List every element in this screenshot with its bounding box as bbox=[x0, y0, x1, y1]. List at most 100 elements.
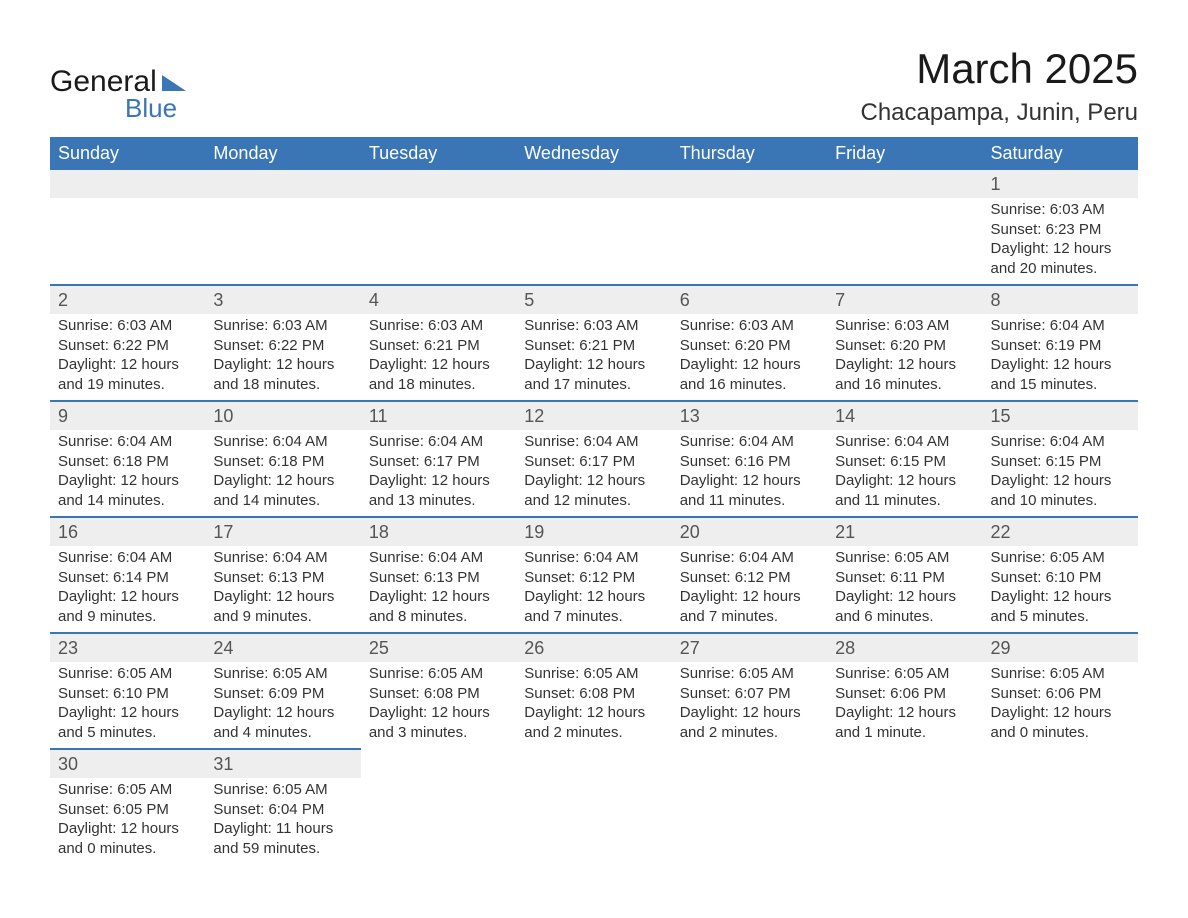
day-number-cell: 29 bbox=[983, 633, 1138, 662]
day-number-cell: 22 bbox=[983, 517, 1138, 546]
sunset-text: Sunset: 6:17 PM bbox=[369, 452, 508, 472]
day-number: 17 bbox=[205, 518, 360, 546]
sunset-text: Sunset: 6:10 PM bbox=[58, 684, 197, 704]
day-info: Sunrise: 6:03 AMSunset: 6:22 PMDaylight:… bbox=[205, 314, 360, 400]
daylight-text: Daylight: 12 hours and 1 minute. bbox=[835, 703, 974, 742]
calendar-info-row: Sunrise: 6:05 AMSunset: 6:05 PMDaylight:… bbox=[50, 778, 1138, 864]
day-info: Sunrise: 6:05 AMSunset: 6:11 PMDaylight:… bbox=[827, 546, 982, 632]
sunrise-text: Sunrise: 6:03 AM bbox=[213, 316, 352, 336]
daylight-text: Daylight: 12 hours and 13 minutes. bbox=[369, 471, 508, 510]
day-info: Sunrise: 6:05 AMSunset: 6:10 PMDaylight:… bbox=[983, 546, 1138, 632]
day-number-cell: 5 bbox=[516, 285, 671, 314]
calendar-body: 1 Sunrise: 6:03 AMSunset: 6:23 PMDayligh… bbox=[50, 170, 1138, 864]
sunrise-text: Sunrise: 6:05 AM bbox=[58, 780, 197, 800]
sunrise-text: Sunrise: 6:04 AM bbox=[680, 548, 819, 568]
month-title: March 2025 bbox=[861, 45, 1139, 93]
day-info bbox=[672, 778, 827, 806]
sunset-text: Sunset: 6:22 PM bbox=[213, 336, 352, 356]
day-info-cell: Sunrise: 6:05 AMSunset: 6:11 PMDaylight:… bbox=[827, 546, 982, 633]
day-info-cell: Sunrise: 6:03 AMSunset: 6:20 PMDaylight:… bbox=[827, 314, 982, 401]
day-number: 25 bbox=[361, 634, 516, 662]
day-info: Sunrise: 6:05 AMSunset: 6:09 PMDaylight:… bbox=[205, 662, 360, 748]
logo: General Blue bbox=[50, 45, 186, 124]
day-info-cell: Sunrise: 6:04 AMSunset: 6:13 PMDaylight:… bbox=[205, 546, 360, 633]
weekday-header: Wednesday bbox=[516, 137, 671, 170]
daylight-text: Daylight: 12 hours and 14 minutes. bbox=[213, 471, 352, 510]
day-number bbox=[672, 170, 827, 198]
day-number-cell: 2 bbox=[50, 285, 205, 314]
sunrise-text: Sunrise: 6:04 AM bbox=[58, 432, 197, 452]
sunset-text: Sunset: 6:20 PM bbox=[835, 336, 974, 356]
sunrise-text: Sunrise: 6:03 AM bbox=[369, 316, 508, 336]
day-number-cell: 25 bbox=[361, 633, 516, 662]
day-info: Sunrise: 6:03 AMSunset: 6:21 PMDaylight:… bbox=[361, 314, 516, 400]
calendar-daynum-row: 16171819202122 bbox=[50, 517, 1138, 546]
day-number-cell: 18 bbox=[361, 517, 516, 546]
day-info-cell: Sunrise: 6:04 AMSunset: 6:14 PMDaylight:… bbox=[50, 546, 205, 633]
day-info-cell: Sunrise: 6:03 AMSunset: 6:22 PMDaylight:… bbox=[50, 314, 205, 401]
day-number: 30 bbox=[50, 750, 205, 778]
sunset-text: Sunset: 6:07 PM bbox=[680, 684, 819, 704]
sunrise-text: Sunrise: 6:04 AM bbox=[58, 548, 197, 568]
day-number-cell: 8 bbox=[983, 285, 1138, 314]
daylight-text: Daylight: 12 hours and 11 minutes. bbox=[680, 471, 819, 510]
day-info-cell: Sunrise: 6:04 AMSunset: 6:16 PMDaylight:… bbox=[672, 430, 827, 517]
day-number: 28 bbox=[827, 634, 982, 662]
day-info: Sunrise: 6:04 AMSunset: 6:15 PMDaylight:… bbox=[983, 430, 1138, 516]
calendar-daynum-row: 23242526272829 bbox=[50, 633, 1138, 662]
sunset-text: Sunset: 6:11 PM bbox=[835, 568, 974, 588]
day-info: Sunrise: 6:04 AMSunset: 6:16 PMDaylight:… bbox=[672, 430, 827, 516]
day-number: 11 bbox=[361, 402, 516, 430]
day-number: 23 bbox=[50, 634, 205, 662]
day-info: Sunrise: 6:03 AMSunset: 6:20 PMDaylight:… bbox=[827, 314, 982, 400]
day-info-cell bbox=[672, 778, 827, 864]
day-number bbox=[50, 170, 205, 198]
sunrise-text: Sunrise: 6:04 AM bbox=[213, 548, 352, 568]
sunset-text: Sunset: 6:08 PM bbox=[524, 684, 663, 704]
day-info-cell bbox=[361, 198, 516, 285]
day-number-cell bbox=[361, 170, 516, 198]
day-number-cell: 31 bbox=[205, 749, 360, 778]
daylight-text: Daylight: 12 hours and 17 minutes. bbox=[524, 355, 663, 394]
day-info-cell: Sunrise: 6:03 AMSunset: 6:20 PMDaylight:… bbox=[672, 314, 827, 401]
sunrise-text: Sunrise: 6:05 AM bbox=[991, 664, 1130, 684]
day-info-cell: Sunrise: 6:05 AMSunset: 6:06 PMDaylight:… bbox=[983, 662, 1138, 749]
sunset-text: Sunset: 6:12 PM bbox=[680, 568, 819, 588]
day-info bbox=[50, 198, 205, 226]
sunset-text: Sunset: 6:21 PM bbox=[524, 336, 663, 356]
title-block: March 2025 Chacapampa, Junin, Peru bbox=[861, 45, 1139, 127]
day-number: 14 bbox=[827, 402, 982, 430]
daylight-text: Daylight: 12 hours and 5 minutes. bbox=[58, 703, 197, 742]
daylight-text: Daylight: 12 hours and 8 minutes. bbox=[369, 587, 508, 626]
day-info: Sunrise: 6:04 AMSunset: 6:18 PMDaylight:… bbox=[50, 430, 205, 516]
daylight-text: Daylight: 12 hours and 19 minutes. bbox=[58, 355, 197, 394]
sunset-text: Sunset: 6:18 PM bbox=[213, 452, 352, 472]
day-number: 4 bbox=[361, 286, 516, 314]
day-info bbox=[516, 198, 671, 226]
sunset-text: Sunset: 6:18 PM bbox=[58, 452, 197, 472]
day-number-cell bbox=[516, 749, 671, 778]
calendar-daynum-row: 1 bbox=[50, 170, 1138, 198]
sunset-text: Sunset: 6:04 PM bbox=[213, 800, 352, 820]
day-info: Sunrise: 6:03 AMSunset: 6:22 PMDaylight:… bbox=[50, 314, 205, 400]
sunrise-text: Sunrise: 6:04 AM bbox=[991, 432, 1130, 452]
sunset-text: Sunset: 6:15 PM bbox=[991, 452, 1130, 472]
day-number: 5 bbox=[516, 286, 671, 314]
calendar-info-row: Sunrise: 6:04 AMSunset: 6:18 PMDaylight:… bbox=[50, 430, 1138, 517]
day-number-cell: 19 bbox=[516, 517, 671, 546]
day-info: Sunrise: 6:04 AMSunset: 6:13 PMDaylight:… bbox=[205, 546, 360, 632]
sunrise-text: Sunrise: 6:03 AM bbox=[680, 316, 819, 336]
day-info: Sunrise: 6:05 AMSunset: 6:08 PMDaylight:… bbox=[516, 662, 671, 748]
sunrise-text: Sunrise: 6:03 AM bbox=[524, 316, 663, 336]
day-info-cell: Sunrise: 6:03 AMSunset: 6:23 PMDaylight:… bbox=[983, 198, 1138, 285]
day-number-cell: 24 bbox=[205, 633, 360, 662]
calendar-daynum-row: 3031 bbox=[50, 749, 1138, 778]
calendar-info-row: Sunrise: 6:03 AMSunset: 6:23 PMDaylight:… bbox=[50, 198, 1138, 285]
day-number bbox=[827, 170, 982, 198]
sunrise-text: Sunrise: 6:05 AM bbox=[58, 664, 197, 684]
day-number-cell: 28 bbox=[827, 633, 982, 662]
sunset-text: Sunset: 6:12 PM bbox=[524, 568, 663, 588]
sunrise-text: Sunrise: 6:05 AM bbox=[369, 664, 508, 684]
day-info bbox=[361, 778, 516, 806]
sunrise-text: Sunrise: 6:03 AM bbox=[835, 316, 974, 336]
